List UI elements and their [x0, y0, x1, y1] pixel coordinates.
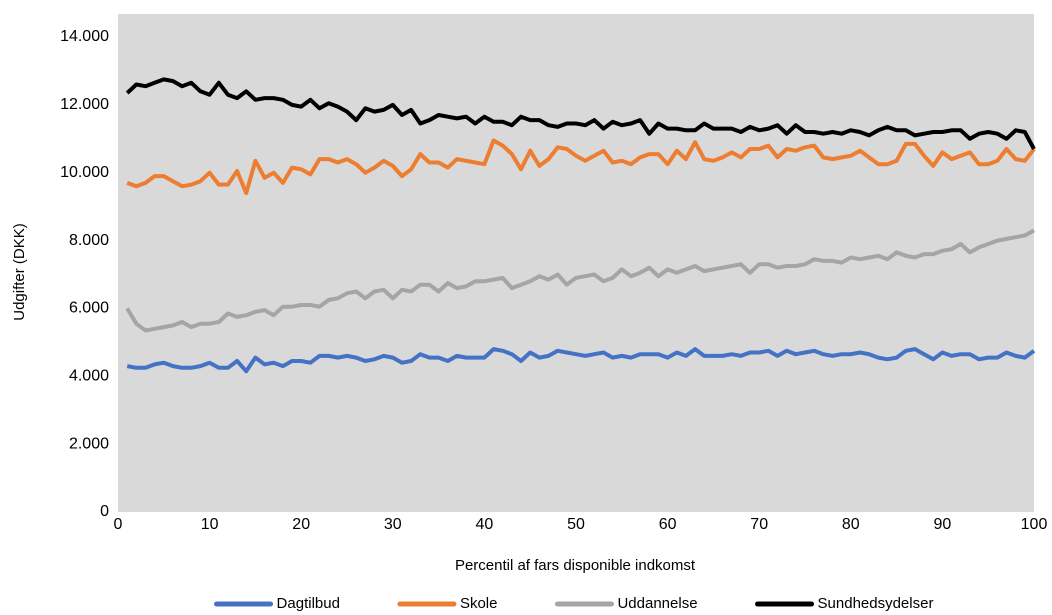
- x-axis-label: Percentil af fars disponible indkomst: [455, 557, 696, 574]
- x-tick-label: 80: [842, 516, 860, 533]
- x-tick-label: 30: [384, 516, 402, 533]
- plot-area: [118, 14, 1034, 512]
- legend-label: Sundhedsydelser: [818, 595, 934, 612]
- x-tick-label: 60: [659, 516, 677, 533]
- x-tick-label: 100: [1021, 516, 1048, 533]
- y-tick-label: 0: [100, 503, 109, 520]
- x-tick-label: 90: [934, 516, 952, 533]
- legend-label: Dagtilbud: [277, 595, 340, 612]
- y-tick-label: 2.000: [69, 435, 109, 452]
- line-series: [125, 228, 1035, 333]
- y-tick-label: 10.000: [60, 164, 109, 181]
- x-tick-label: 0: [114, 516, 123, 533]
- x-tick-label: 20: [292, 516, 310, 533]
- x-tick-label: 40: [476, 516, 494, 533]
- y-tick-label: 12.000: [60, 96, 109, 113]
- y-tick-label: 6.000: [69, 300, 109, 317]
- y-tick-label: 14.000: [60, 28, 109, 45]
- x-tick-label: 70: [750, 516, 768, 533]
- legend-label: Uddannelse: [617, 595, 697, 612]
- y-tick-label: 4.000: [69, 368, 109, 385]
- line-series: [125, 77, 1036, 150]
- y-axis-label: Udgifter (DKK): [11, 223, 28, 321]
- line-series: [126, 347, 1036, 374]
- x-tick-label: 10: [201, 516, 219, 533]
- x-tick-label: 50: [567, 516, 585, 533]
- legend-label: Skole: [460, 595, 498, 612]
- line-series: [126, 138, 1036, 196]
- y-tick-label: 8.000: [69, 232, 109, 249]
